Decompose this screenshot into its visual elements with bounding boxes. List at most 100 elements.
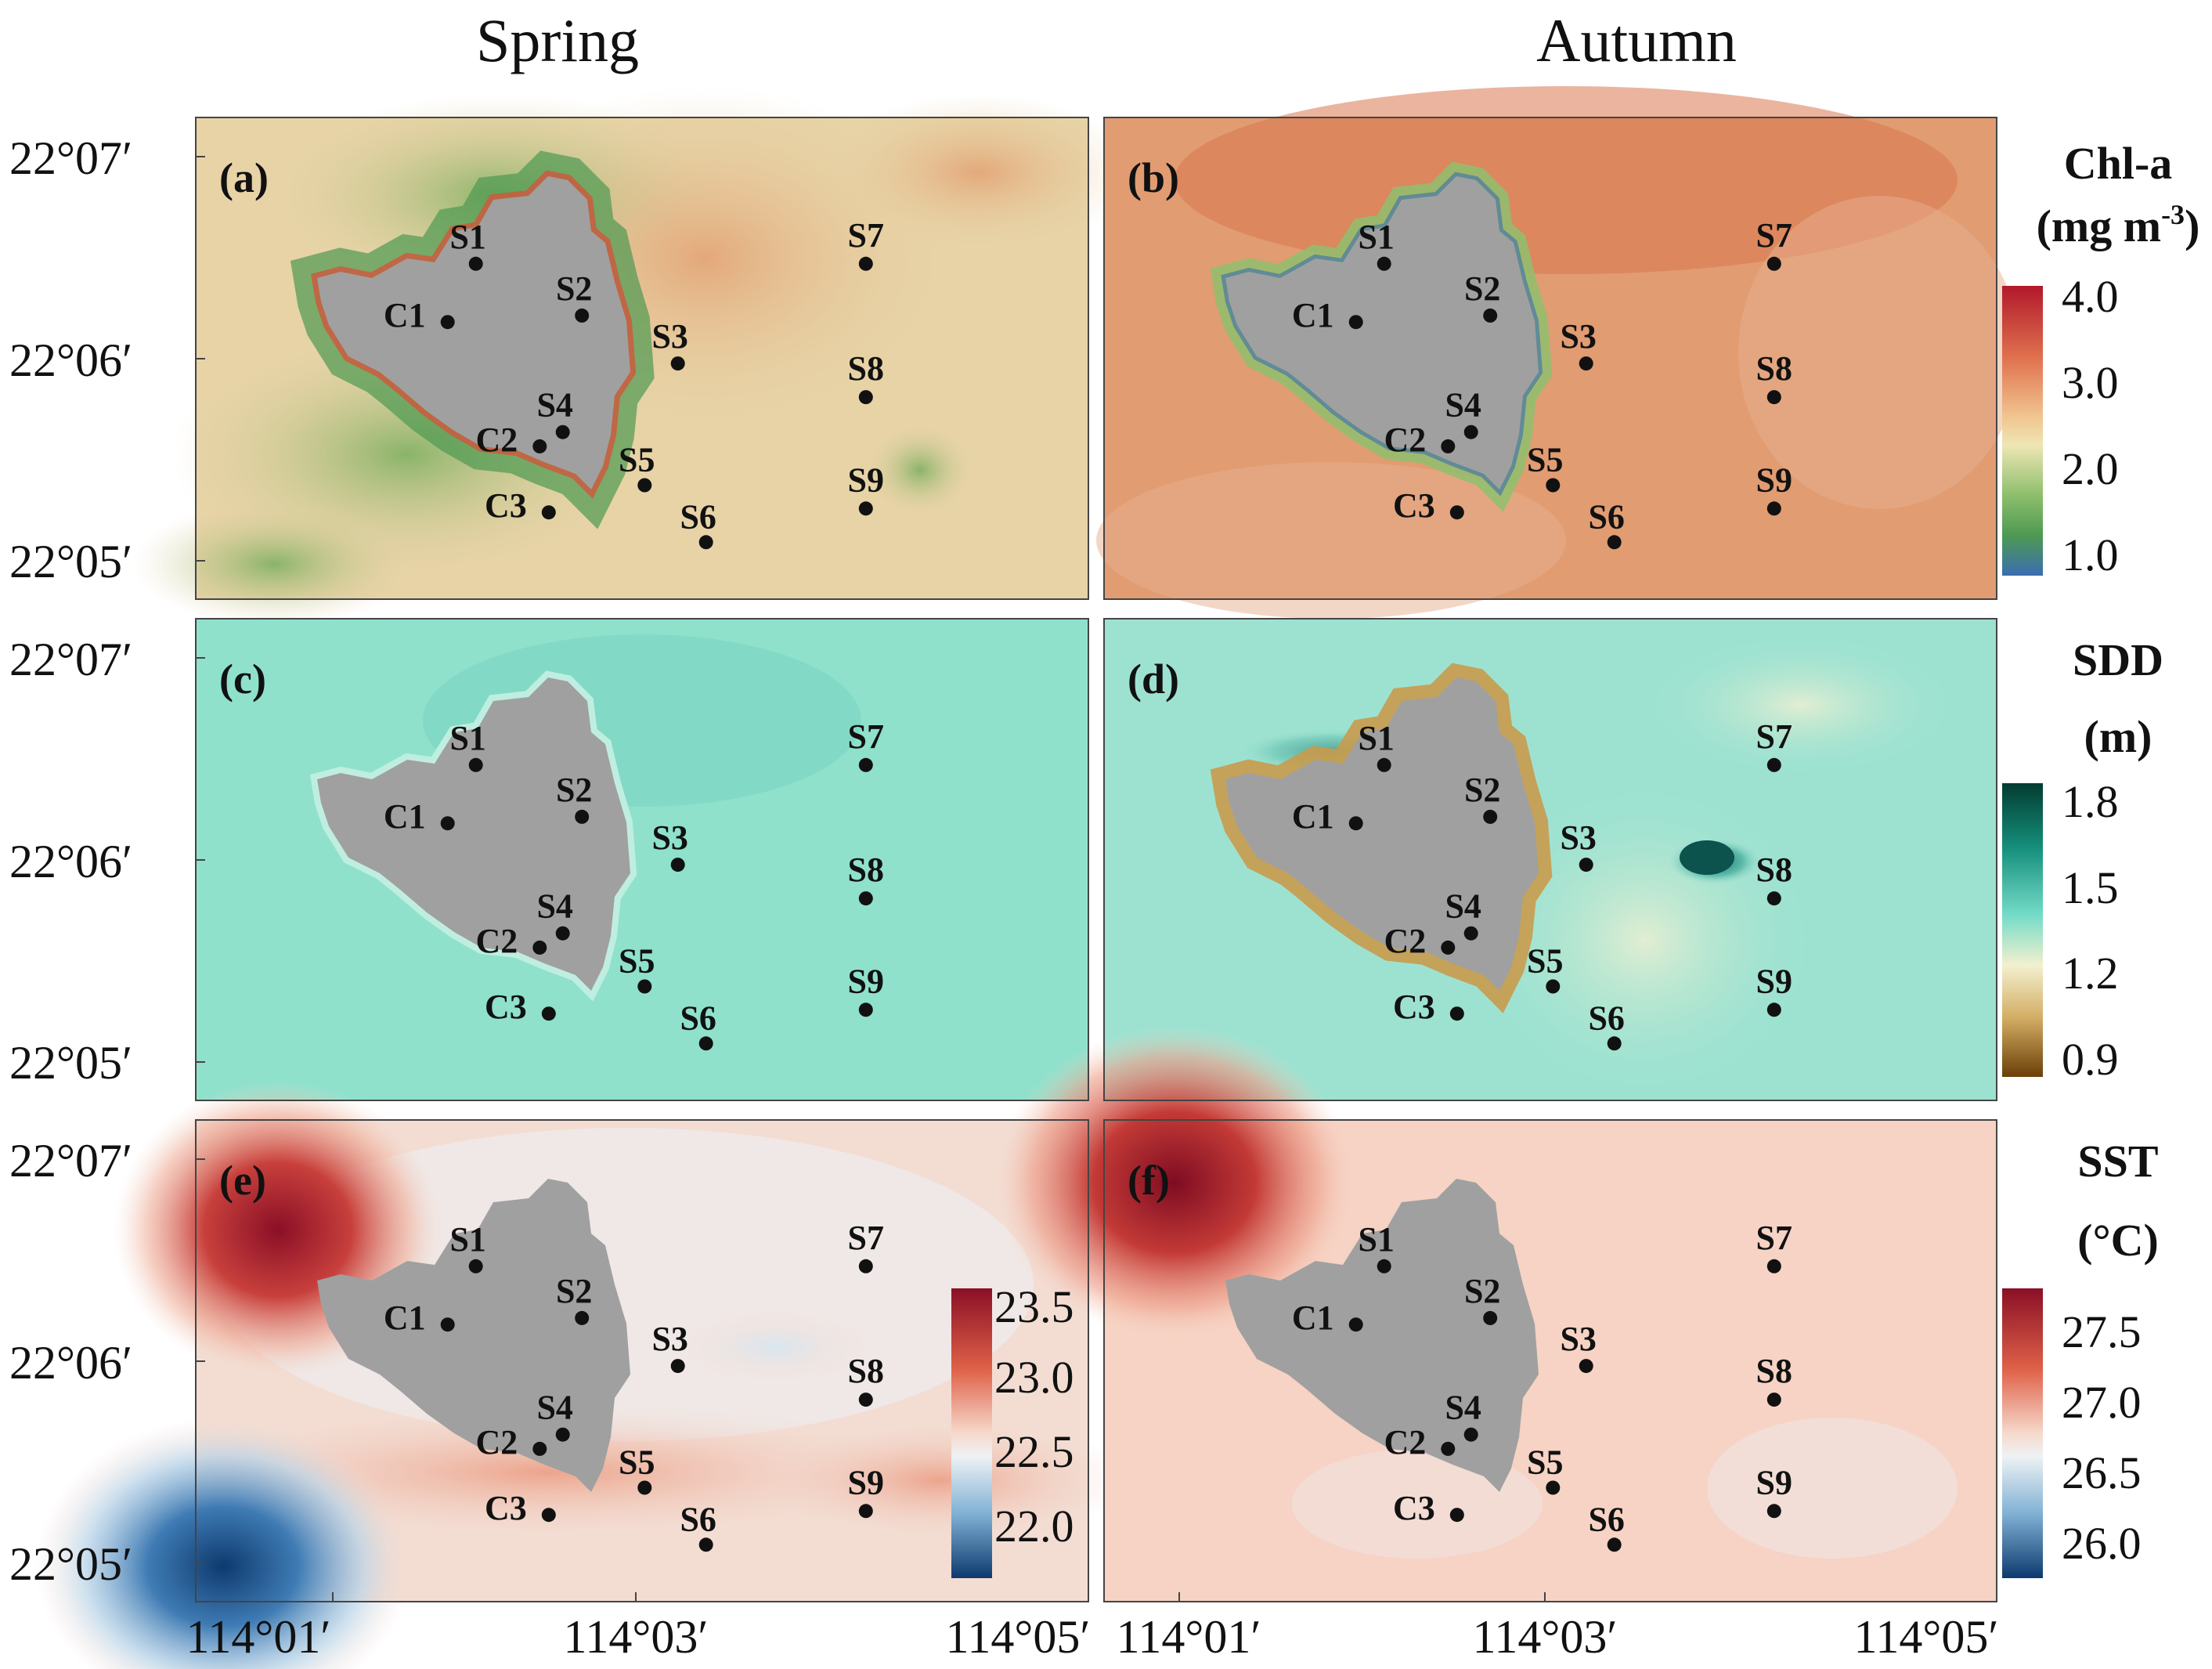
colorbar-chla-tick-2: 2.0 (2062, 443, 2119, 494)
station-label-s5-d: S5 (1527, 942, 1563, 981)
station-label-c3-d: C3 (1393, 988, 1435, 1026)
station-label-s5-f: S5 (1527, 1443, 1563, 1482)
station-label-s1-d: S1 (1358, 719, 1394, 757)
station-label-s2-b: S2 (1464, 269, 1500, 308)
station-label-s8-a: S8 (848, 349, 884, 388)
station-label-s5-e: S5 (619, 1443, 655, 1482)
lat-tick-22-06-row2: 22°06′ (9, 836, 132, 887)
station-label-c2-a: C2 (476, 421, 518, 459)
station-dot-s4-c (555, 926, 570, 941)
station-dot-s9-f (1766, 1504, 1781, 1519)
column-title-spring: Spring (476, 6, 639, 74)
colorbar-sst-spring: 23.5 23.0 22.5 22.0 (951, 1281, 1074, 1578)
panel-e (35, 1081, 1135, 1669)
colorbar-sdd: SDD (m) 1.8 1.5 1.2 0.9 (2002, 634, 2163, 1085)
station-dot-s1-c (468, 757, 483, 772)
colorbar-sdd-tick-1-8: 1.8 (2062, 776, 2119, 827)
station-label-s6-a: S6 (680, 497, 716, 536)
colorbar-sst-autumn-tick-26-5: 26.5 (2062, 1447, 2142, 1498)
station-dot-s8-b (1766, 390, 1781, 405)
lat-tick-22-05-row2: 22°05′ (9, 1037, 132, 1089)
colorbar-sst-spring-tick-23-0: 23.0 (994, 1352, 1074, 1403)
station-dot-c1-a (440, 315, 455, 330)
station-dot-s2-b (1483, 308, 1498, 323)
station-label-s3-c: S3 (651, 818, 687, 857)
station-label-s6-e: S6 (680, 1500, 716, 1538)
colorbar-sst-autumn: SST (°C) 27.5 27.0 26.5 26.0 (2002, 1136, 2159, 1578)
column-title-autumn: Autumn (1536, 6, 1737, 74)
station-dot-c3-b (1449, 505, 1464, 520)
station-dot-s7-f (1766, 1259, 1781, 1273)
station-dot-s1-a (468, 256, 483, 271)
station-dot-c2-a (532, 439, 547, 453)
colorbar-sdd-tick-0-9: 0.9 (2062, 1034, 2119, 1085)
station-dot-s6-b (1607, 535, 1622, 550)
station-dot-s5-b (1546, 478, 1561, 493)
station-dot-s2-c (575, 809, 590, 824)
station-dot-c1-c (440, 816, 455, 831)
panel-label-b: (b) (1128, 154, 1179, 201)
station-label-s5-b: S5 (1527, 441, 1563, 479)
station-label-s8-c: S8 (848, 851, 884, 889)
colorbar-chla: Chl-a (mg m-3) 4.0 3.0 2.0 1.0 (2002, 138, 2199, 580)
station-label-s9-a: S9 (848, 461, 884, 499)
colorbar-sst-autumn-tick-26-0: 26.0 (2062, 1518, 2142, 1569)
station-label-s4-d: S4 (1445, 887, 1481, 926)
lat-tick-22-07-row2: 22°07′ (9, 634, 132, 685)
station-dot-s7-e (858, 1259, 873, 1273)
station-label-c1-b: C1 (1292, 296, 1334, 334)
stations-layer: S1 S2 S3 S4 S5 S6 S7 S8 S9 C1 C2 C3 S1 S2 S3 S4 S5 S6 S7 S8… (384, 216, 1792, 1552)
station-label-s6-c: S6 (680, 999, 716, 1037)
station-label-s9-e: S9 (848, 1463, 884, 1501)
station-label-c2-c: C2 (476, 922, 518, 960)
panel-label-a: (a) (219, 154, 269, 201)
lon-tick-114-01-left: 114°01′ (186, 1611, 331, 1663)
colorbar-sst-spring-tick-22-5: 22.5 (994, 1426, 1074, 1477)
station-dot-s9-c (858, 1002, 873, 1017)
station-label-s2-a: S2 (556, 269, 592, 308)
station-dot-s7-d (1766, 757, 1781, 772)
station-label-s5-a: S5 (619, 441, 655, 479)
station-label-s8-d: S8 (1756, 851, 1792, 889)
colorbar-sdd-tick-1-5: 1.5 (2062, 862, 2119, 913)
station-label-c2-e: C2 (476, 1423, 518, 1461)
station-dot-s4-d (1463, 926, 1478, 941)
station-label-s7-d: S7 (1756, 717, 1792, 756)
panel-a (133, 86, 1135, 627)
station-label-s6-d: S6 (1588, 999, 1624, 1037)
station-dot-s3-d (1579, 858, 1593, 872)
station-label-s3-f: S3 (1560, 1320, 1596, 1358)
station-label-s6-b: S6 (1588, 497, 1624, 536)
panel-label-e: (e) (219, 1157, 266, 1204)
station-dot-s9-a (858, 501, 873, 516)
colorbar-chla-units: (mg m-3) (2037, 199, 2200, 251)
station-label-s3-a: S3 (651, 317, 687, 356)
station-dot-c3-f (1449, 1508, 1464, 1523)
colorbar-sst-autumn-tick-27-0: 27.0 (2062, 1377, 2142, 1428)
station-label-s3-d: S3 (1560, 818, 1596, 857)
station-dot-s6-f (1607, 1537, 1622, 1552)
station-label-s3-e: S3 (651, 1320, 687, 1358)
lat-tick-22-05-row3: 22°05′ (9, 1538, 132, 1590)
panel-label-c: (c) (219, 656, 266, 703)
station-dot-s7-a (858, 256, 873, 271)
station-dot-c2-b (1441, 439, 1456, 453)
station-label-c3-c: C3 (485, 988, 527, 1026)
station-label-s9-b: S9 (1756, 461, 1792, 499)
station-dot-s6-e (698, 1537, 713, 1552)
station-label-s2-e: S2 (556, 1272, 592, 1310)
station-label-s8-b: S8 (1756, 349, 1792, 388)
lat-tick-22-07-row1: 22°07′ (9, 132, 132, 184)
station-dot-s1-e (468, 1259, 483, 1273)
station-label-s1-e: S1 (449, 1220, 485, 1259)
station-label-c3-b: C3 (1393, 486, 1435, 525)
station-dot-s5-d (1546, 979, 1561, 994)
lon-tick-114-03-right: 114°03′ (1473, 1611, 1618, 1663)
station-label-s2-d: S2 (1464, 771, 1500, 809)
station-dot-s6-d (1607, 1036, 1622, 1051)
station-dot-s4-a (555, 424, 570, 439)
colorbar-sst-units: (°C) (2077, 1215, 2159, 1266)
colorbar-sdd-title: SDD (2073, 634, 2163, 685)
station-dot-c1-b (1348, 315, 1363, 330)
station-dot-c2-c (532, 940, 547, 955)
